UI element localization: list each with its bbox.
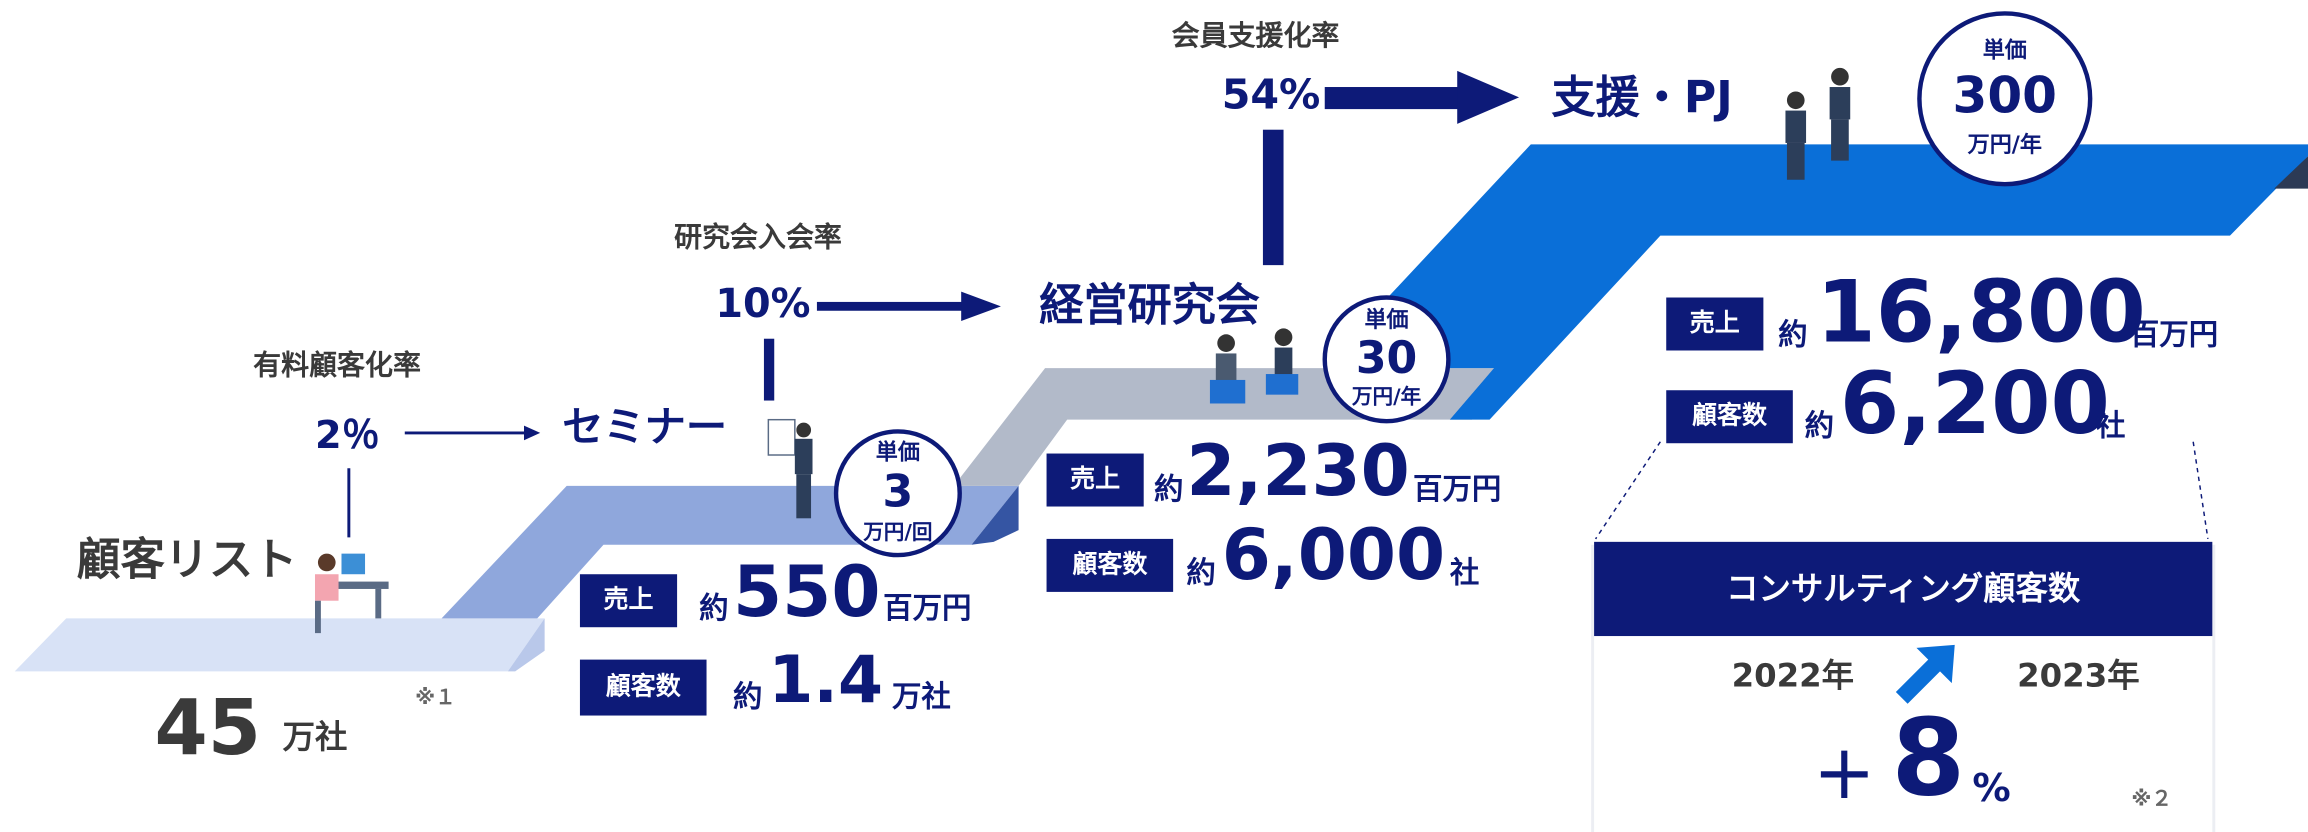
connector <box>763 338 775 401</box>
rate-label: 研究会入会率 <box>674 221 842 254</box>
sales-label: 売上 <box>604 585 654 614</box>
sales-unit: 百万円 <box>1413 472 1501 506</box>
label-box <box>1666 297 1764 351</box>
up-arrow <box>1895 644 1955 704</box>
growth: 8 <box>1891 696 1965 819</box>
price-circle <box>1917 11 2093 187</box>
sales-prefix: 約 <box>699 591 728 625</box>
price-label: 単価 <box>876 440 920 466</box>
price: 3 <box>883 467 914 518</box>
label-box <box>579 659 707 716</box>
growth-unit: % <box>1972 766 2010 811</box>
arrow <box>1324 87 1461 110</box>
customers: 6,000 <box>1222 513 1445 596</box>
icon-desk <box>314 553 389 634</box>
sales: 2,230 <box>1186 429 1409 512</box>
count: 45 <box>155 684 262 773</box>
icon-meeting <box>1209 328 1299 404</box>
label-box <box>579 574 678 628</box>
stage-name: 支援・PJ <box>1551 72 1732 123</box>
customers-unit: 万社 <box>892 679 951 713</box>
count-unit: 万社 <box>283 718 348 756</box>
arrow-head <box>961 291 1001 322</box>
price: 30 <box>1356 333 1417 384</box>
sign: ＋ <box>1813 740 1875 812</box>
step-1-side <box>507 618 545 672</box>
customers-prefix: 約 <box>1186 556 1215 590</box>
rate: 10% <box>715 281 810 327</box>
customers-unit: 社 <box>2096 409 2125 443</box>
note: ※２ <box>2131 786 2172 810</box>
customers-prefix: 約 <box>733 679 762 713</box>
arrow-head <box>1457 70 1520 124</box>
note: ※１ <box>415 685 456 709</box>
label-box <box>1046 538 1174 592</box>
step-1 <box>14 618 545 672</box>
sales-prefix: 約 <box>1778 317 1807 351</box>
price-label: 単価 <box>1983 38 2027 64</box>
sales-prefix: 約 <box>1154 472 1183 506</box>
stage-name: セミナー <box>562 403 727 451</box>
dashed-line <box>1594 441 1661 540</box>
arrow <box>816 301 965 311</box>
icon-presenter <box>767 418 813 519</box>
label-box <box>1046 453 1144 507</box>
arrow-head <box>524 425 541 441</box>
price-unit: 万円/回 <box>862 520 932 544</box>
sales: 550 <box>733 550 880 633</box>
customers-prefix: 約 <box>1805 409 1834 443</box>
stage-name: 経営研究会 <box>1039 280 1260 331</box>
rate-label: 会員支援化率 <box>1172 19 1340 52</box>
customers-unit: 社 <box>1450 556 1479 590</box>
price-circle <box>1322 295 1451 424</box>
sales: 16,800 <box>1816 264 2145 363</box>
sales-label: 売上 <box>1690 308 1740 337</box>
rate: 2％ <box>315 413 380 458</box>
stage-name: 顧客リスト <box>77 534 298 585</box>
step-4 <box>1383 144 2308 420</box>
year-from: 2022年 <box>1732 656 1854 694</box>
sales-label: 売上 <box>1070 464 1120 493</box>
connector <box>1262 129 1284 266</box>
panel-title: コンサルティング顧客数 <box>1726 569 2081 607</box>
price-circle <box>833 429 962 558</box>
year-to: 2023年 <box>2017 656 2139 694</box>
price-label: 単価 <box>1364 307 1408 333</box>
rate: 54% <box>1222 70 1321 118</box>
customers-label: 顧客数 <box>1072 549 1148 578</box>
price: 300 <box>1953 66 2057 124</box>
rate-label: 有料顧客化率 <box>253 349 421 382</box>
sales-unit: 百万円 <box>2130 317 2218 351</box>
panel-header <box>1594 541 2213 637</box>
customers-label: 顧客数 <box>606 672 682 701</box>
customers: 6,200 <box>1840 355 2110 454</box>
dashed-line <box>2192 441 2209 540</box>
label-box <box>1666 390 1793 444</box>
price-unit: 万円/年 <box>1968 132 2042 158</box>
icon-handshake <box>1785 67 1851 180</box>
sales-unit: 百万円 <box>883 591 971 625</box>
customers: 1.4 <box>768 643 883 718</box>
price-unit: 万円/年 <box>1351 385 1422 409</box>
customers-label: 顧客数 <box>1692 401 1768 430</box>
